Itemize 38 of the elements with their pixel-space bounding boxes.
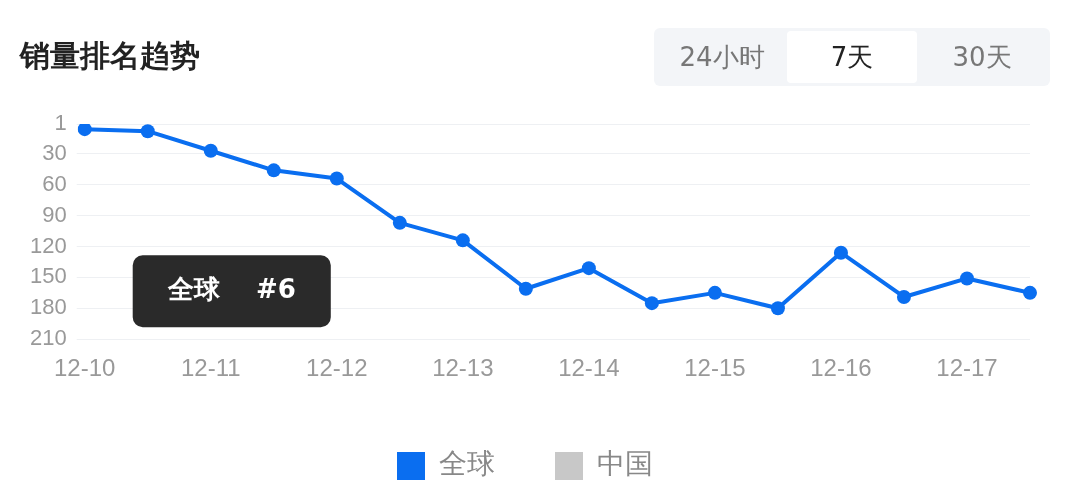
point bbox=[392, 215, 407, 230]
point bbox=[329, 171, 344, 186]
legend-label: 全球 bbox=[439, 447, 495, 481]
y-tick-label: 180 bbox=[29, 294, 67, 320]
annotation: 全球 #6 bbox=[166, 273, 296, 304]
point bbox=[707, 285, 722, 300]
y-tick-label: 30 bbox=[42, 139, 67, 165]
x-tick-label: 12-14 bbox=[558, 354, 620, 382]
x-tick-label: 12-12 bbox=[306, 354, 368, 382]
legend-label: 中国 bbox=[597, 447, 653, 481]
point bbox=[581, 261, 596, 276]
point bbox=[896, 289, 911, 304]
x-tick-label: 12-11 bbox=[180, 354, 241, 382]
y-tick-label: 150 bbox=[29, 263, 67, 289]
x-tick-label: 12-17 bbox=[936, 354, 998, 382]
text: 30天 bbox=[951, 41, 1013, 74]
point bbox=[203, 143, 218, 158]
point bbox=[1023, 285, 1037, 300]
point bbox=[518, 281, 533, 296]
x-tick-label: 12-10 bbox=[54, 354, 116, 382]
text: 24小时 bbox=[678, 41, 766, 74]
point bbox=[833, 245, 848, 260]
x-tick-label: 12-16 bbox=[810, 354, 872, 382]
y-tick-label: 60 bbox=[42, 170, 67, 196]
x-tick-label: 12-13 bbox=[432, 354, 494, 382]
y-tick-label: 1 bbox=[54, 110, 67, 136]
point bbox=[644, 296, 659, 311]
x-tick-label: 12-15 bbox=[684, 354, 746, 382]
y-tick-label: 90 bbox=[42, 201, 67, 227]
point bbox=[959, 271, 974, 286]
y-tick-label: 120 bbox=[29, 232, 67, 258]
text: 7天 bbox=[787, 31, 917, 83]
chart-title: 销量排名趋势 bbox=[18, 37, 200, 73]
point bbox=[266, 163, 281, 178]
point bbox=[140, 124, 155, 139]
point bbox=[770, 301, 785, 316]
point bbox=[455, 233, 470, 248]
y-tick-label: 210 bbox=[29, 325, 67, 351]
